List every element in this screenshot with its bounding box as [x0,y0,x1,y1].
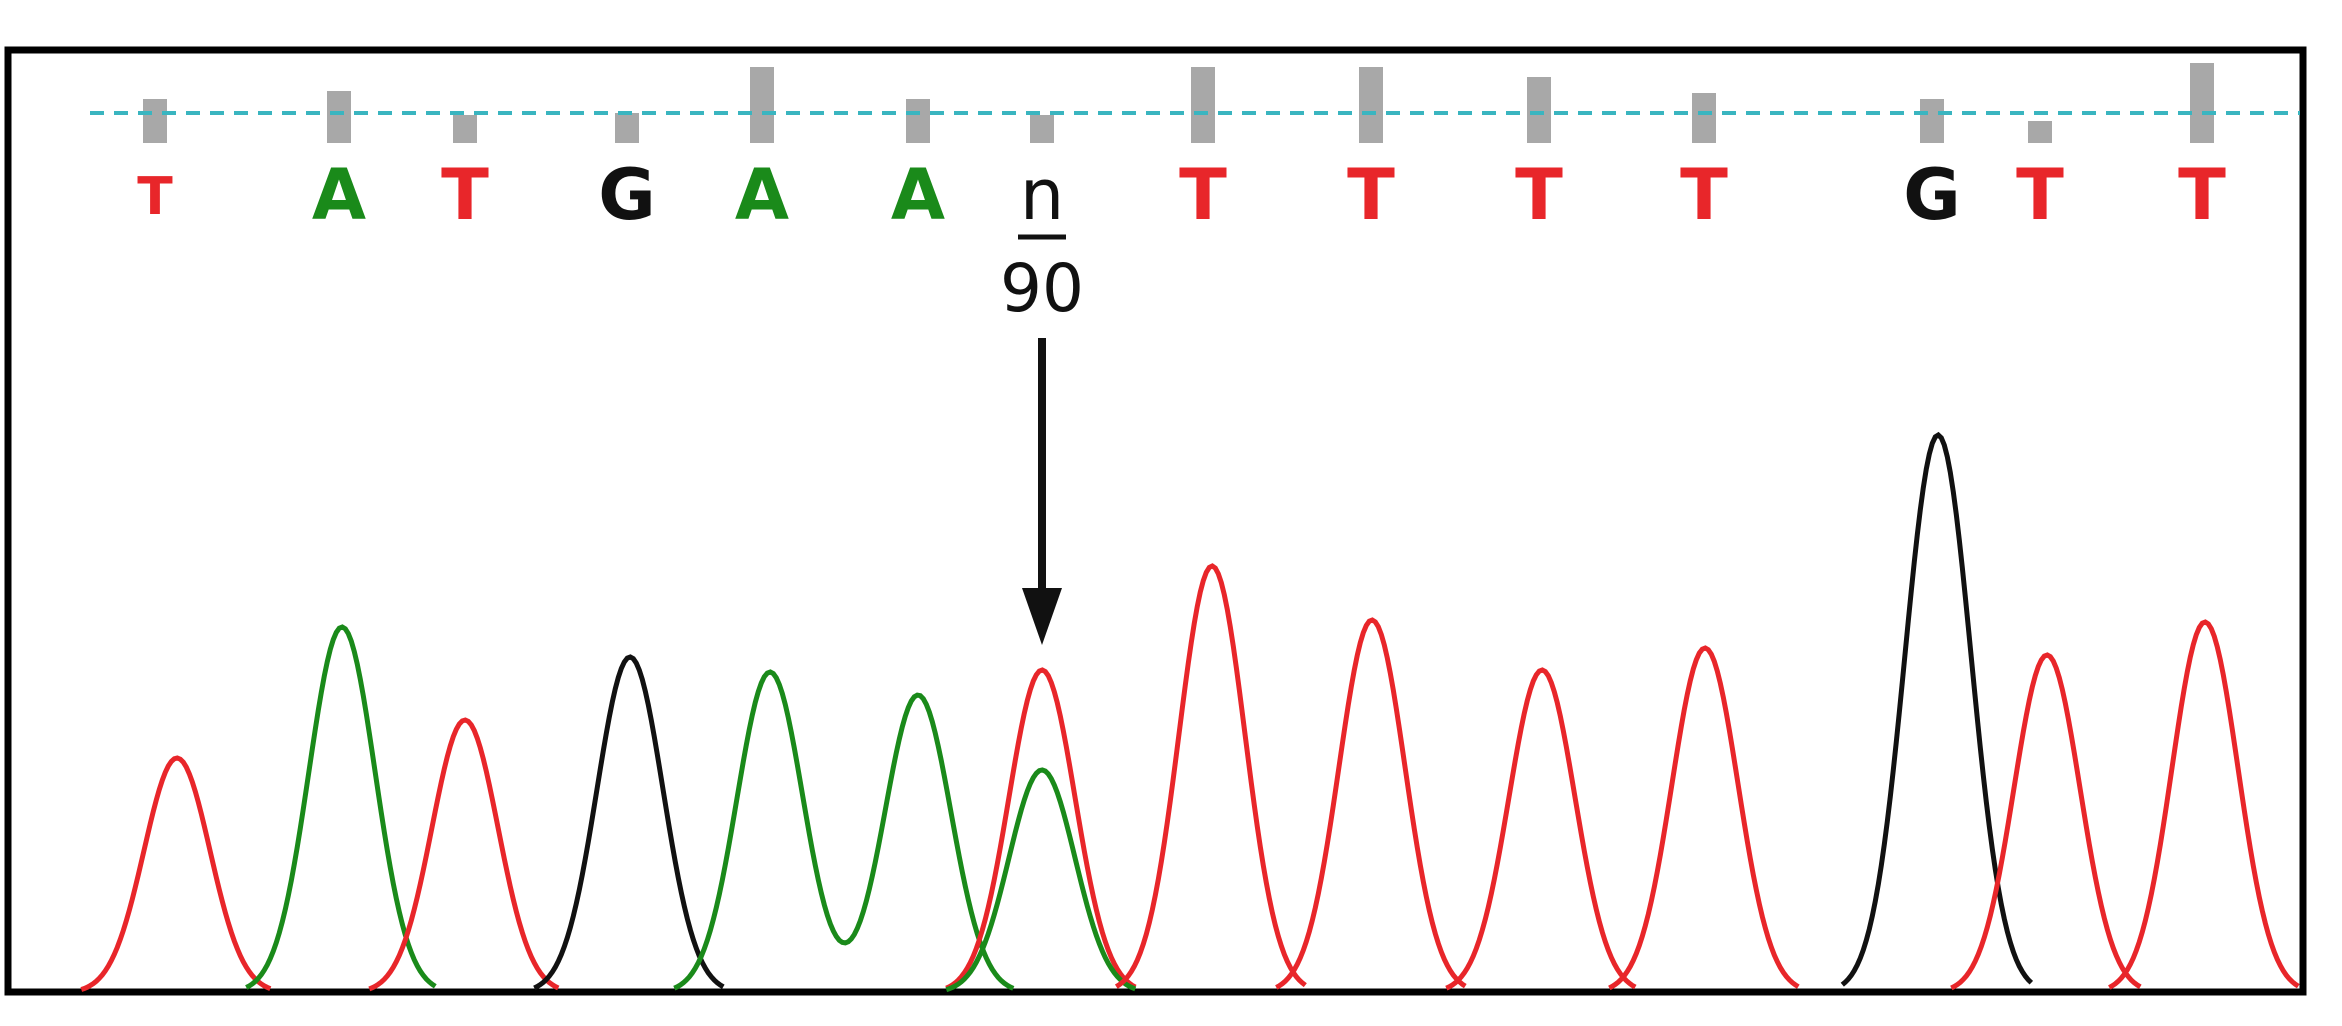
trace-peak [2108,619,2300,990]
quality-bar [327,91,351,143]
base-call: A [312,154,366,236]
trace-peak [245,624,437,990]
base-call: n [1020,154,1064,236]
base-call: T [1680,154,1728,236]
base-call: A [891,154,945,236]
quality-bar [615,113,639,143]
quality-bar [1030,115,1054,143]
quality-bar [750,67,774,143]
base-call: G [1903,154,1960,236]
base-call: G [598,154,655,236]
trace-peak [1114,563,1307,989]
quality-bar [2028,121,2052,143]
quality-bar [906,99,930,143]
base-call: T [2178,154,2226,236]
quality-bar [1527,77,1551,143]
quality-bar [1191,67,1215,143]
trace-peak [945,667,1137,991]
trace-peak [1950,652,2142,991]
quality-bars [143,63,2214,143]
quality-bar [453,115,477,143]
trace-peak [1840,431,2034,987]
quality-bar [1692,93,1716,143]
arrow-head [1022,588,1062,645]
quality-bar [143,99,167,143]
trace-peak [945,767,1137,993]
traces [80,431,2300,993]
quality-bar [1920,99,1944,143]
trace-peak [1275,617,1467,990]
trace-peak [80,755,272,992]
base-call: T [1347,154,1395,236]
base-call: T [2016,154,2064,236]
trace-peak [368,717,560,992]
trace-peak [533,654,725,991]
base-call: T [1515,154,1563,236]
trace-peak [1445,667,1637,991]
trace-peak [1608,645,1800,991]
quality-bar [1359,67,1383,143]
base-call: T [137,167,173,227]
trace-peak [673,669,1015,991]
base-call: A [735,154,789,236]
base-call: T [441,154,489,236]
quality-bar [2190,63,2214,143]
base-call: T [1179,154,1227,236]
position-label: 90 [1000,250,1084,327]
